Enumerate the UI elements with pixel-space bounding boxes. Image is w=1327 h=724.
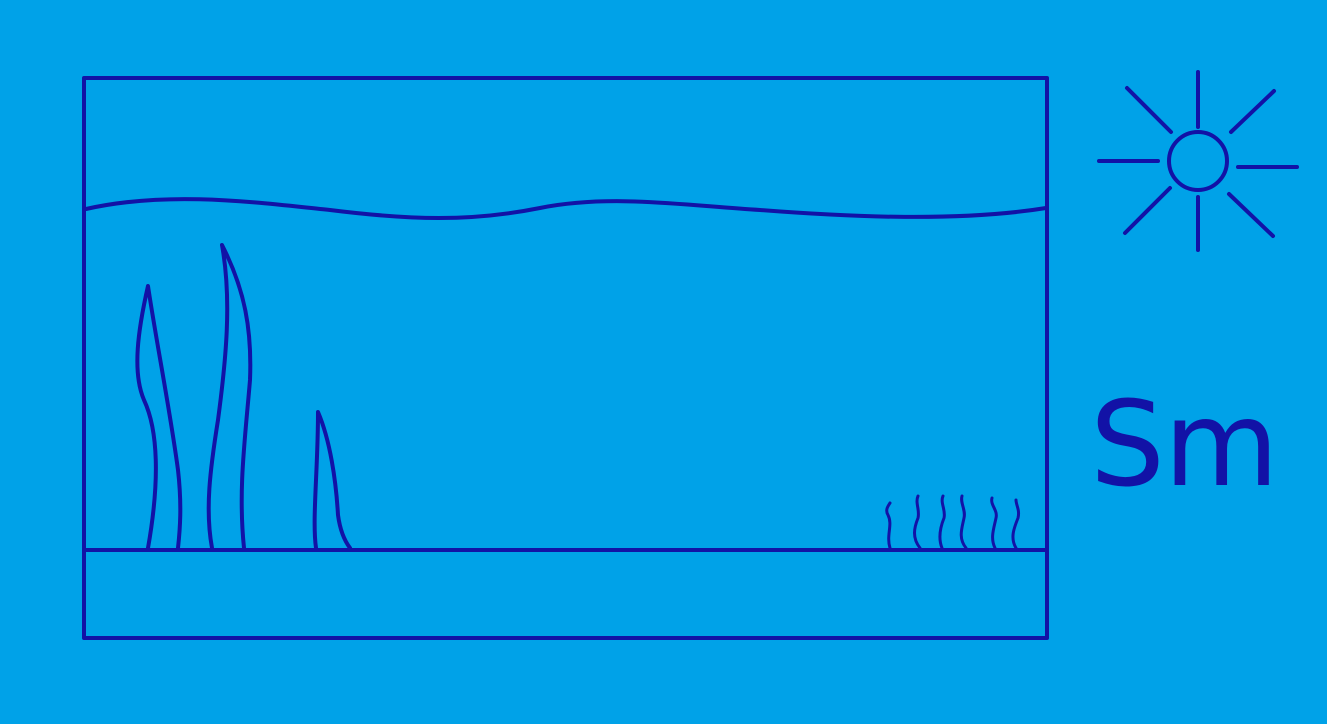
carpet-plants [885, 494, 1021, 550]
sun-ray-southwest [1123, 186, 1172, 235]
small-plant-3 [938, 494, 946, 550]
small-plant-4 [959, 494, 968, 550]
tank-outline [82, 76, 1049, 640]
small-plant-5 [990, 496, 998, 550]
small-plant-1 [885, 501, 892, 550]
sun-core [1167, 130, 1229, 192]
small-plant-2 [913, 494, 922, 550]
sun-ray-northwest [1125, 86, 1173, 134]
sun-ray-northeast [1229, 89, 1276, 134]
plant-leaf-1 [135, 284, 183, 550]
water-surface [84, 197, 1048, 220]
plant-leaf-2 [206, 243, 253, 550]
tall-plants [135, 243, 352, 550]
sun-icon [1097, 70, 1299, 252]
small-plant-6 [1011, 498, 1021, 550]
light-level-label: Sm [1090, 375, 1279, 513]
aquarium-tank [82, 76, 1049, 640]
sun-ray-southeast [1227, 192, 1275, 238]
plant-leaf-3 [312, 410, 352, 550]
